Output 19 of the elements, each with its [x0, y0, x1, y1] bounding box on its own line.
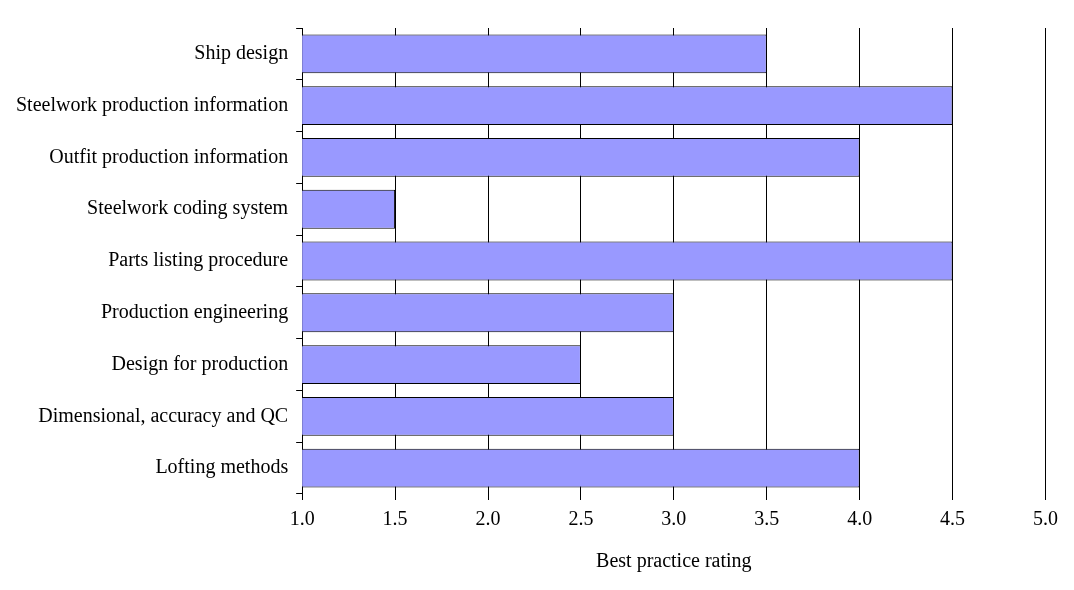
y-tick-label: Design for production [111, 351, 289, 375]
y-tick-label: Parts listing procedure [108, 248, 289, 272]
x-tick-label: 2.0 [475, 507, 501, 530]
x-axis-title: Best practice rating [596, 549, 752, 573]
x-tick-label: 4.0 [847, 507, 873, 530]
x-tick-label: 3.0 [661, 507, 687, 530]
x-tick-label: 5.0 [1033, 507, 1058, 530]
y-tick-label: Dimensional, accuracy and QC [38, 403, 289, 427]
y-tick-label: Ship design [194, 41, 289, 65]
x-tick-label: 4.5 [940, 507, 966, 530]
x-tick-label: 3.5 [754, 507, 780, 530]
y-tick-label: Steelwork coding system [87, 196, 289, 220]
y-tick-label: Lofting methods [155, 455, 289, 479]
y-tick-label: Steelwork production information [16, 92, 289, 116]
y-tick-label: Outfit production information [49, 144, 289, 168]
x-tick-label: 1.5 [382, 507, 408, 530]
y-tick-label: Production engineering [100, 300, 289, 324]
x-tick-label: 2.5 [568, 507, 594, 530]
x-tick-label: 1.0 [289, 507, 315, 530]
